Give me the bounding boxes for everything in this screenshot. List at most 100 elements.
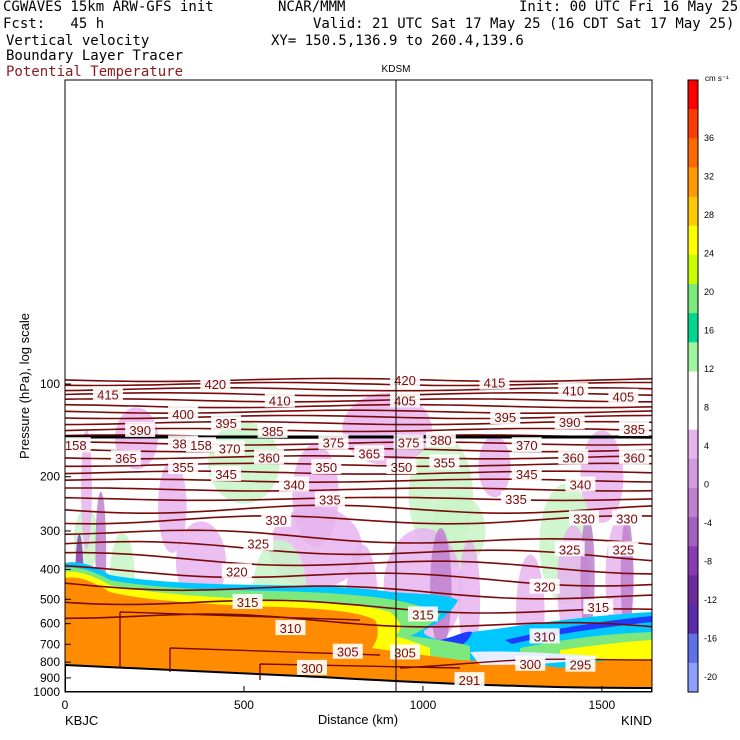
y-tick-label-5: 600 [40,617,60,631]
theta-label-bg-38 [386,459,417,475]
colorbar-tick-13: -16 [704,634,717,644]
theta-label-bg-23 [296,659,327,675]
theta-label-33: 380 [430,433,452,448]
theta-line-26 [65,599,652,614]
colorbar-swatch-3 [688,167,698,198]
low-level-contours [119,611,652,680]
theta-label-bg-17 [261,511,292,527]
colorbar-tick-6: 12 [704,364,714,374]
y-tick-label-1: 200 [40,470,60,484]
x-tick-label-1: 500 [234,698,254,712]
theta-label-bg-32 [393,434,424,450]
theta-label-44: 330 [616,511,638,526]
theta-label-35: 370 [516,438,538,453]
theta-label-bg-22 [332,643,363,659]
cross-section-endpoints: XY= 150.5,136.9 to 260.4,139.6 [271,33,524,49]
theta-label-55: 158 [65,438,87,453]
colorbar-tick-2: 28 [704,210,714,220]
bl-right-yellow [560,640,652,660]
theta-label-bg-12 [168,459,199,475]
theta-label-bg-36 [558,449,589,465]
y-tick-label-3: 400 [40,562,60,576]
theta-label-34: 365 [358,446,380,461]
theta-label-40: 345 [516,467,538,482]
theta-label-32: 375 [398,436,420,451]
theta-label-3: 400 [172,407,194,422]
theta-label-5: 390 [129,423,151,438]
colorbar-tick-7: 8 [704,403,709,413]
theta-label-1: 420 [204,377,226,392]
theta-line-9 [65,427,652,433]
theta-label-bg-49 [529,628,560,644]
theta-label-bg-13 [311,459,342,475]
y-tick-label-9: 1000 [33,685,60,699]
colorbar-swatch-14 [688,488,698,518]
theta-label-15: 340 [283,478,305,493]
theta-label-bg-31 [619,421,650,437]
theta-label-bg-56 [186,437,217,453]
theta-label-bg-55 [60,437,91,453]
theta-line-11 [65,441,652,446]
theta-label-29: 395 [494,410,516,425]
theta-label-bg-50 [390,644,421,660]
colorbar-tick-8: 4 [704,441,709,451]
station-label: KDSM [382,64,411,75]
boundary-layer-tracer-field [65,562,652,692]
colorbar-tick-1: 32 [704,172,714,182]
theta-line-4 [65,398,652,403]
theta-label-bg-29 [490,409,521,425]
theta-label-bg-34 [354,445,385,461]
y-tick-label-4: 500 [40,592,60,606]
theta-label-bg-25 [479,374,510,390]
init-time: Init: 00 UTC Fri 16 May 25 [519,0,739,15]
theta-label-bg-19 [221,563,252,579]
theta-label-4: 395 [215,416,237,431]
theta-label-bg-33 [425,432,456,448]
theta-label-bg-14 [211,466,242,482]
theta-line-15 [65,470,652,475]
theta-label-bg-47 [529,578,560,594]
theta-label-bg-15 [279,476,310,492]
theta-label-bg-43 [568,510,599,526]
theta-label-41: 340 [570,478,592,493]
theta-label-bg-10 [110,450,141,466]
theta-label-bg-54 [454,672,485,688]
theta-label-23: 300 [301,661,323,676]
theta-label-12: 355 [172,460,194,475]
plot-frame [64,79,653,693]
organization-label: NCAR/MMM [278,0,346,15]
x-tick-label-0: 0 [62,698,69,712]
theta-label-bg-48 [583,599,614,615]
theta-label-46: 325 [613,542,635,557]
theta-label-9: 370 [219,442,241,457]
theta-label-bg-51 [407,606,438,622]
theta-label-bg-37 [619,449,650,465]
colorbar-tick-4: 20 [704,287,714,297]
theta-line-19 [65,504,652,515]
theta-label-0: 415 [97,387,119,402]
theta-label-49: 310 [534,629,556,644]
colorbar-swatch-20 [688,662,698,693]
theta-label-42: 335 [505,492,527,507]
theta-label-2: 410 [269,393,291,408]
theta-label-bg-9 [214,440,245,456]
theta-line-25 [65,582,652,600]
theta-label-24: 420 [394,373,416,388]
theta-label-bg-24 [390,371,421,387]
theta-label-bg-52 [515,655,546,671]
theta-label-bg-40 [511,466,542,482]
theta-label-bg-35 [511,437,542,453]
theta-label-48: 315 [587,600,609,615]
theta-label-bg-18 [243,535,274,551]
theta-label-bg-16 [314,491,345,507]
theta-labels: 415 420 410 400 395 390 385 380 375 370 365 360 355 3… [60,371,650,688]
y-tick-label-6: 700 [40,637,60,651]
theta-line-3 [65,392,652,397]
theta-label-54: 291 [459,673,481,688]
colorbar-tick-0: 36 [704,133,714,143]
colorbar-swatch-15 [688,517,698,547]
theta-label-45: 325 [559,542,581,557]
colorbar-tick-3: 24 [704,249,714,259]
theta-label-31: 385 [623,422,645,437]
terrain [65,663,652,692]
